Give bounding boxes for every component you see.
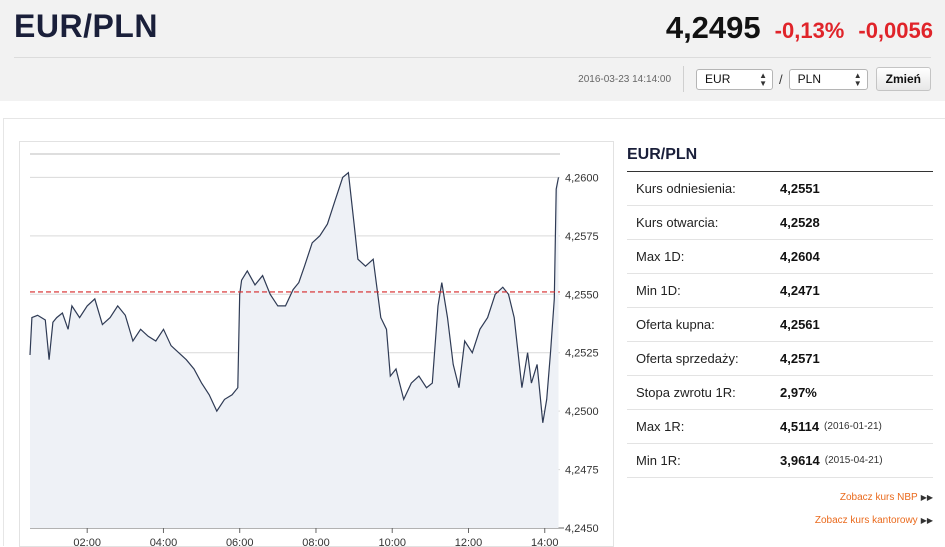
currency-separator: /	[779, 71, 783, 87]
info-row-value: 4,5114	[780, 419, 820, 434]
page-title: EUR/PLN	[14, 8, 158, 44]
price-chart[interactable]: 4,2450 4,2475 4,2500 4,2525 4,2550 4,2575 4,26…	[19, 141, 614, 547]
info-row: Stopa zwrotu 1R: 2,97%	[627, 376, 933, 410]
x-tick-label: 02:00	[73, 537, 101, 546]
quote-header: EUR/PLN 4,2495 -0,13% -0,0056 2016-03-23…	[0, 0, 945, 101]
info-row-date: (2015-04-21)	[824, 455, 883, 466]
info-link-label: Zobacz kurs NBP	[839, 492, 918, 503]
info-row-label: Oferta sprzedaży:	[636, 351, 739, 366]
price-area	[30, 172, 559, 528]
x-tick-label: 08:00	[302, 537, 330, 546]
info-row-value: 4,2528	[780, 215, 820, 230]
info-row: Oferta kupna: 4,2561	[627, 308, 933, 342]
currency-toolbar: 2016-03-23 14:14:00 EUR ▲ ▼ / PLN ▲ ▼ Zmie…	[578, 66, 931, 92]
from-currency-select[interactable]: EUR ▲ ▼	[696, 68, 774, 90]
x-tick-label: 12:00	[455, 537, 483, 546]
double-arrow-icon: ▶▶	[920, 493, 933, 502]
info-row-value: 4,2551	[780, 181, 820, 196]
from-currency-value: EUR	[705, 71, 731, 86]
info-row-label: Min 1R:	[636, 453, 681, 468]
y-tick-label: 4,2600	[565, 172, 599, 184]
y-tick-label: 4,2525	[565, 348, 599, 360]
y-tick-label: 4,2575	[565, 231, 599, 243]
content-panel: 4,2450 4,2475 4,2500 4,2525 4,2550 4,2575 4,26…	[3, 118, 945, 547]
chart-svg: 4,2450 4,2475 4,2500 4,2525 4,2550 4,2575 4,26…	[29, 153, 599, 546]
info-row-label: Kurs odniesienia:	[636, 181, 736, 196]
info-row: Max 1D: 4,2604	[627, 240, 933, 274]
y-tick-label: 4,2450	[565, 523, 599, 535]
to-currency-select[interactable]: PLN ▲ ▼	[788, 68, 868, 90]
header-divider	[14, 57, 931, 58]
info-row: Kurs otwarcia: 4,2528	[627, 206, 933, 240]
y-tick-label: 4,2550	[565, 289, 599, 301]
x-tick-label: 06:00	[226, 537, 254, 546]
y-tick-label: 4,2475	[565, 465, 599, 477]
info-title: EUR/PLN	[627, 146, 933, 172]
change-percent: -0,13%	[774, 18, 845, 43]
price-line	[29, 171, 560, 423]
info-row-label: Kurs otwarcia:	[636, 215, 719, 230]
info-row-date: (2016-01-21)	[824, 421, 882, 432]
select-arrows-icon: ▲ ▼	[853, 70, 862, 88]
quote-timestamp: 2016-03-23 14:14:00	[578, 73, 672, 85]
change-absolute: -0,0056	[858, 18, 933, 43]
info-row-value: 4,2561	[780, 317, 820, 332]
info-row-label: Stopa zwrotu 1R:	[636, 385, 736, 400]
info-row: Min 1R: 3,9614 (2015-04-21)	[627, 444, 933, 478]
info-row-value: 4,2604	[780, 249, 820, 264]
info-row-label: Max 1D:	[636, 249, 685, 264]
info-row-value: 4,2571	[780, 351, 820, 366]
info-row: Kurs odniesienia: 4,2551	[627, 172, 933, 206]
info-link[interactable]: Zobacz kurs NBP ▶▶	[627, 486, 933, 509]
info-row-label: Min 1D:	[636, 283, 681, 298]
quote-summary: 4,2495 -0,13% -0,0056	[666, 10, 933, 46]
toolbar-divider	[683, 66, 685, 92]
select-arrows-icon: ▲ ▼	[759, 70, 768, 88]
x-tick-label: 10:00	[378, 537, 406, 546]
info-row-value: 2,97%	[780, 385, 817, 400]
links-section: Zobacz kurs NBP ▶▶ Zobacz kurs kantorowy ▶▶	[627, 486, 933, 532]
info-row: Oferta sprzedaży: 4,2571	[627, 342, 933, 376]
info-row: Min 1D: 4,2471	[627, 274, 933, 308]
double-arrow-icon: ▶▶	[920, 516, 933, 525]
info-row: Max 1R: 4,5114 (2016-01-21)	[627, 410, 933, 444]
info-link[interactable]: Zobacz kurs kantorowy ▶▶	[627, 509, 933, 532]
x-tick-label: 14:00	[531, 537, 559, 546]
current-price: 4,2495	[665, 10, 761, 45]
info-table: EUR/PLN Kurs odniesienia: 4,2551 Kurs otwa…	[627, 146, 933, 532]
info-row-label: Max 1R:	[636, 419, 685, 434]
to-currency-value: PLN	[797, 71, 821, 86]
info-link-label: Zobacz kurs kantorowy	[814, 515, 918, 526]
x-tick-label: 04:00	[150, 537, 178, 546]
change-button[interactable]: Zmień	[875, 67, 931, 91]
info-row-value: 3,9614	[780, 453, 820, 468]
y-tick-label: 4,2500	[565, 406, 599, 418]
info-row-label: Oferta kupna:	[636, 317, 715, 332]
info-row-value: 4,2471	[780, 283, 820, 298]
